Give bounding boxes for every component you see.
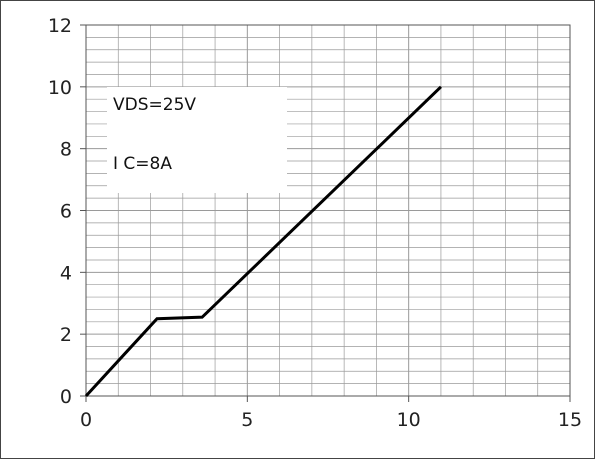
grid <box>85 24 571 397</box>
x-tick-label: 5 <box>241 409 253 431</box>
y-tick-label: 6 <box>60 201 72 223</box>
y-tick-labels: 0 2 4 6 8 10 12 <box>48 15 72 408</box>
annotation-ic: I C=8A <box>113 154 172 174</box>
y-tick-label: 8 <box>60 139 72 161</box>
y-tick-label: 2 <box>60 324 72 346</box>
series-line-0 <box>84 85 442 398</box>
y-tick-label: 12 <box>48 15 72 37</box>
x-tick-label: 15 <box>558 409 582 431</box>
x-tick-label: 10 <box>397 409 421 431</box>
annotation-vds: VDS=25V <box>113 95 196 115</box>
x-tick-label: 0 <box>80 409 92 431</box>
x-tick-labels: 0 5 10 15 <box>80 409 582 431</box>
axes <box>80 24 571 402</box>
y-tick-label: 4 <box>60 262 72 284</box>
series-group <box>84 85 442 398</box>
y-tick-label: 10 <box>48 77 72 99</box>
annotation-box <box>107 87 287 193</box>
y-tick-label: 0 <box>60 386 72 408</box>
